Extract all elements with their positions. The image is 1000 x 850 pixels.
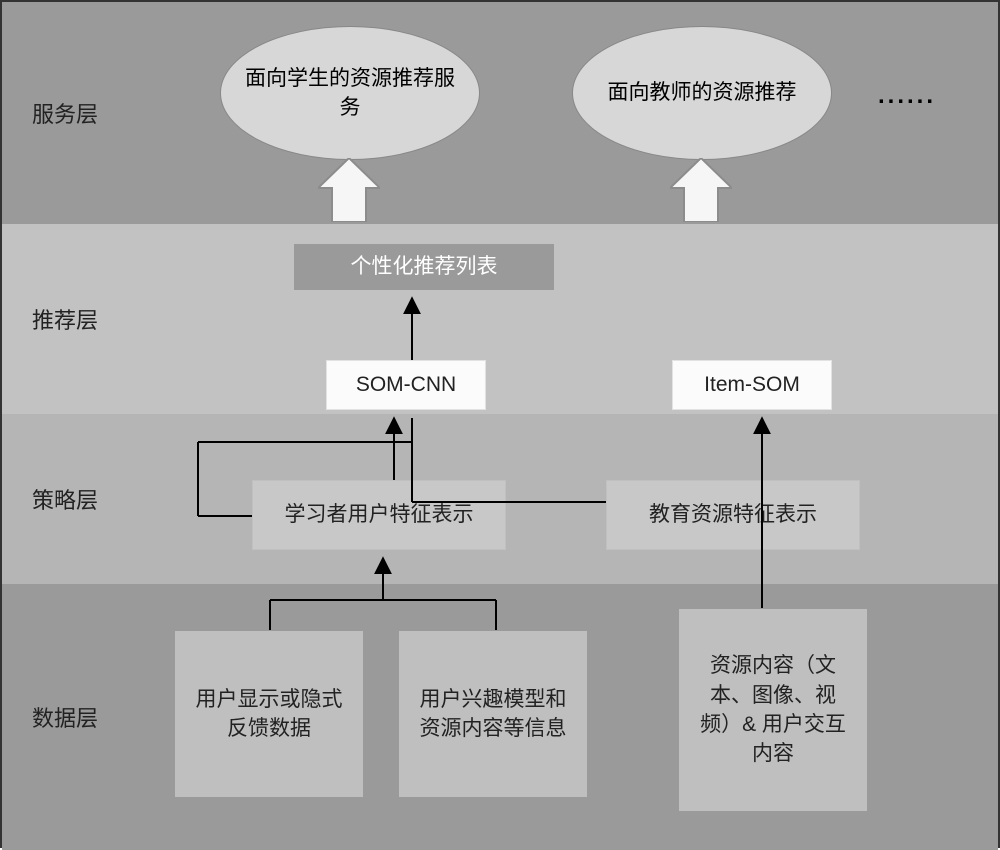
arrows-overlay — [2, 2, 1000, 850]
diagram-canvas: 服务层 推荐层 策略层 数据层 面向学生的资源推荐服务 面向教师的资源推荐 ..… — [0, 0, 1000, 848]
